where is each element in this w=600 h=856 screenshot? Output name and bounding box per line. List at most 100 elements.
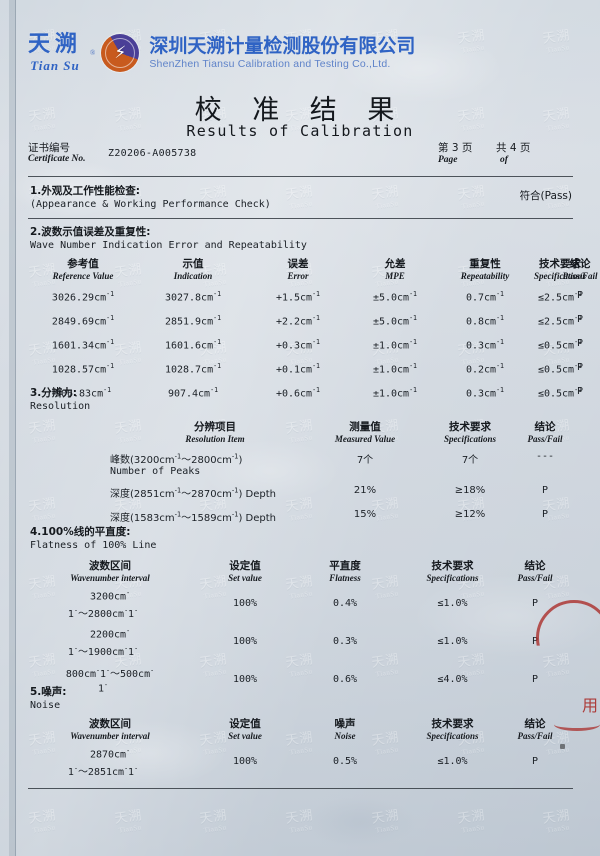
column-header-en: Resolution Item	[185, 434, 245, 444]
column-header-en: Noise	[334, 731, 356, 741]
column-header-cn: 设定值	[229, 718, 261, 730]
resolution-item-en: Number of Peaks	[110, 466, 201, 477]
column-header-cn: 技术要求	[539, 258, 581, 270]
column-header-cn: 参考值	[67, 258, 99, 270]
brand-logo-cn: 天溯	[28, 32, 83, 57]
column-header-cn: 结论	[524, 718, 546, 730]
resolution-header-row: 分辨项目 测量值 技术要求 结论 Resolution Item Measured Val…	[0, 419, 600, 449]
table-cell: 3026.29cm-1	[51, 290, 115, 304]
page-left-shadow	[9, 0, 15, 856]
table-cell: ≤2.5cm-1	[537, 290, 583, 304]
column-header-cn: 重复性	[469, 258, 501, 270]
table-cell: P	[576, 362, 584, 373]
table-cell: 907.4cm-1	[167, 386, 219, 400]
lightning-bolt-icon: ⚡	[114, 42, 127, 63]
registered-trademark-icon: ®	[90, 49, 96, 57]
page-title-cn: 校 准 结 果	[194, 95, 406, 126]
table-cell: ±1.0cm-1	[372, 362, 418, 376]
table-row: 深度(1583cm-1～1589cm-1) Depth 15% ≥12% P	[0, 507, 600, 531]
pass-fail-value: P	[541, 485, 549, 496]
table-row: 2870cm- 1-～2851cm-1- 100% 0.5% ≤1.0% P	[0, 746, 600, 784]
column-header-en: Flatness	[329, 573, 361, 583]
table-cell: ±5.0cm-1	[372, 314, 418, 328]
company-name-cn: 深圳天溯计量检测股份有限公司	[149, 34, 416, 57]
letterhead: 天溯 Tian Su ® ⚡ 深圳天溯计量检测股份有限公司 ShenZhen T…	[28, 24, 568, 82]
section-4-title-en: Flatness of 100% Line	[30, 540, 157, 551]
table-cell: 906.83cm-1	[54, 386, 112, 400]
column-header-en: Measured Value	[334, 434, 396, 444]
set-value: 100%	[232, 636, 258, 647]
column-header-cn: 技术要求	[449, 421, 491, 433]
measured-value: 0.3%	[332, 636, 358, 647]
certificate-label-cn: 证书编号	[28, 142, 70, 154]
table-row: 深度(2851cm-1～2870cm-1) Depth 21% ≥18% P	[0, 483, 600, 507]
column-header-en: Repeatability	[460, 271, 510, 281]
divider-bottom	[28, 788, 573, 789]
table-cell: 0.3cm-1	[465, 386, 505, 400]
column-header-en: Reference Value	[52, 271, 114, 281]
pass-fail-value: ---	[535, 451, 555, 462]
table-cell: ±1.0cm-1	[372, 386, 418, 400]
page-title-en: Results of Calibration	[186, 122, 414, 140]
page-label-en: Page	[438, 155, 458, 165]
column-header-en: Specifications	[534, 271, 586, 281]
table-row: 3200cm- 1-～2800cm-1- 100% 0.4% ≤1.0% P	[0, 588, 600, 626]
section-1-title-en: (Appearance & Working Performance Check)	[30, 199, 271, 210]
table-cell: +0.1cm-1	[275, 362, 321, 376]
column-header-en: Pass/Fail	[527, 434, 563, 444]
table-cell: ≤2.5cm-1	[537, 314, 583, 328]
column-header-en: Specifications	[426, 573, 479, 583]
table-cell: ≤0.5cm-1	[537, 338, 583, 352]
measured-value: 0.4%	[332, 598, 358, 609]
resolution-item-cn: 深度(1583cm-1～1589cm-1) Depth	[110, 510, 276, 524]
column-header-en: Pass/Fail	[562, 271, 598, 281]
resolution-item-cn: 深度(2851cm-1～2870cm-1) Depth	[110, 486, 276, 500]
flatness-table: 波数区间 设定值 平直度 技术要求 结论 Wavenumber interval Set v…	[0, 558, 600, 702]
ink-speck	[560, 744, 565, 749]
column-header-en: Error	[287, 271, 309, 281]
specification-value: ≥12%	[454, 509, 486, 520]
column-header-en: Set value	[228, 731, 262, 741]
wavenumber-interval-line2: 1-～2800cm-1-	[67, 606, 139, 620]
red-stamp-underline-icon	[554, 718, 600, 731]
table-cell: +0.6cm-1	[275, 386, 321, 400]
column-header-cn: 示值	[182, 258, 204, 270]
table-row: 1601.34cm-1 1601.6cm-1 +0.3cm-1 ±1.0cm-1 0.3…	[0, 334, 600, 358]
column-header-cn: 波数区间	[89, 718, 131, 730]
measured-value: 0.5%	[332, 756, 358, 767]
section-2-title-en: Wave Number Indication Error and Repeata…	[30, 240, 307, 251]
column-header-en: Pass/Fail	[517, 573, 553, 583]
wavenumber-interval-line1: 3200cm-	[89, 589, 131, 603]
table-cell: 1028.7cm-1	[164, 362, 222, 376]
page-total-cn: 共 4 页	[496, 142, 531, 154]
column-header-cn: 分辨项目	[194, 421, 236, 433]
company-name-en: ShenZhen Tiansu Calibration and Testing …	[149, 57, 391, 70]
table-cell: 1028.57cm-1	[51, 362, 115, 376]
column-header-cn: 波数区间	[89, 560, 131, 572]
wavenumber-interval-line1: 800cm-1-～500cm-	[65, 666, 155, 680]
section-3-title-cn: 3.分辨力:	[30, 387, 77, 399]
section-1-result: 符合(Pass)	[519, 190, 572, 202]
table-cell: ≤0.5cm-1	[537, 362, 583, 376]
section-1-title-cn: 1.外观及工作性能检查:	[30, 185, 140, 197]
table-row: 1028.57cm-1 1028.7cm-1 +0.1cm-1 ±1.0cm-1 0.2…	[0, 358, 600, 382]
flatness-header-row: 波数区间 设定值 平直度 技术要求 结论 Wavenumber interval Set v…	[0, 558, 600, 588]
wavenumber-header-row: 参考值 示值 误差 允差 重复性 技术要求 结论 Reference Value Indicat…	[0, 256, 600, 286]
divider-under-section-1	[28, 218, 573, 219]
section-5-title-cn: 5.噪声:	[30, 686, 67, 698]
table-cell: 0.7cm-1	[465, 290, 505, 304]
set-value: 100%	[232, 598, 258, 609]
certificate-header-row: 证书编号 Certificate No. Z20206-A005738 第 3 …	[28, 140, 573, 174]
table-cell: ≤0.5cm-1	[537, 386, 583, 400]
specification-value: ≤1.0%	[437, 598, 468, 609]
certificate-label-en: Certificate No.	[28, 154, 86, 164]
table-cell: P	[576, 290, 584, 301]
set-value: 100%	[232, 674, 258, 685]
brand-logo-en: Tian Su	[30, 58, 80, 73]
pass-fail-value: P	[531, 636, 539, 647]
measured-value: 15%	[353, 509, 377, 520]
table-cell: +2.2cm-1	[275, 314, 321, 328]
page-current-cn: 第 3 页	[438, 142, 473, 154]
specification-value: ≥18%	[454, 485, 486, 496]
specification-value: ≤4.0%	[437, 674, 468, 685]
